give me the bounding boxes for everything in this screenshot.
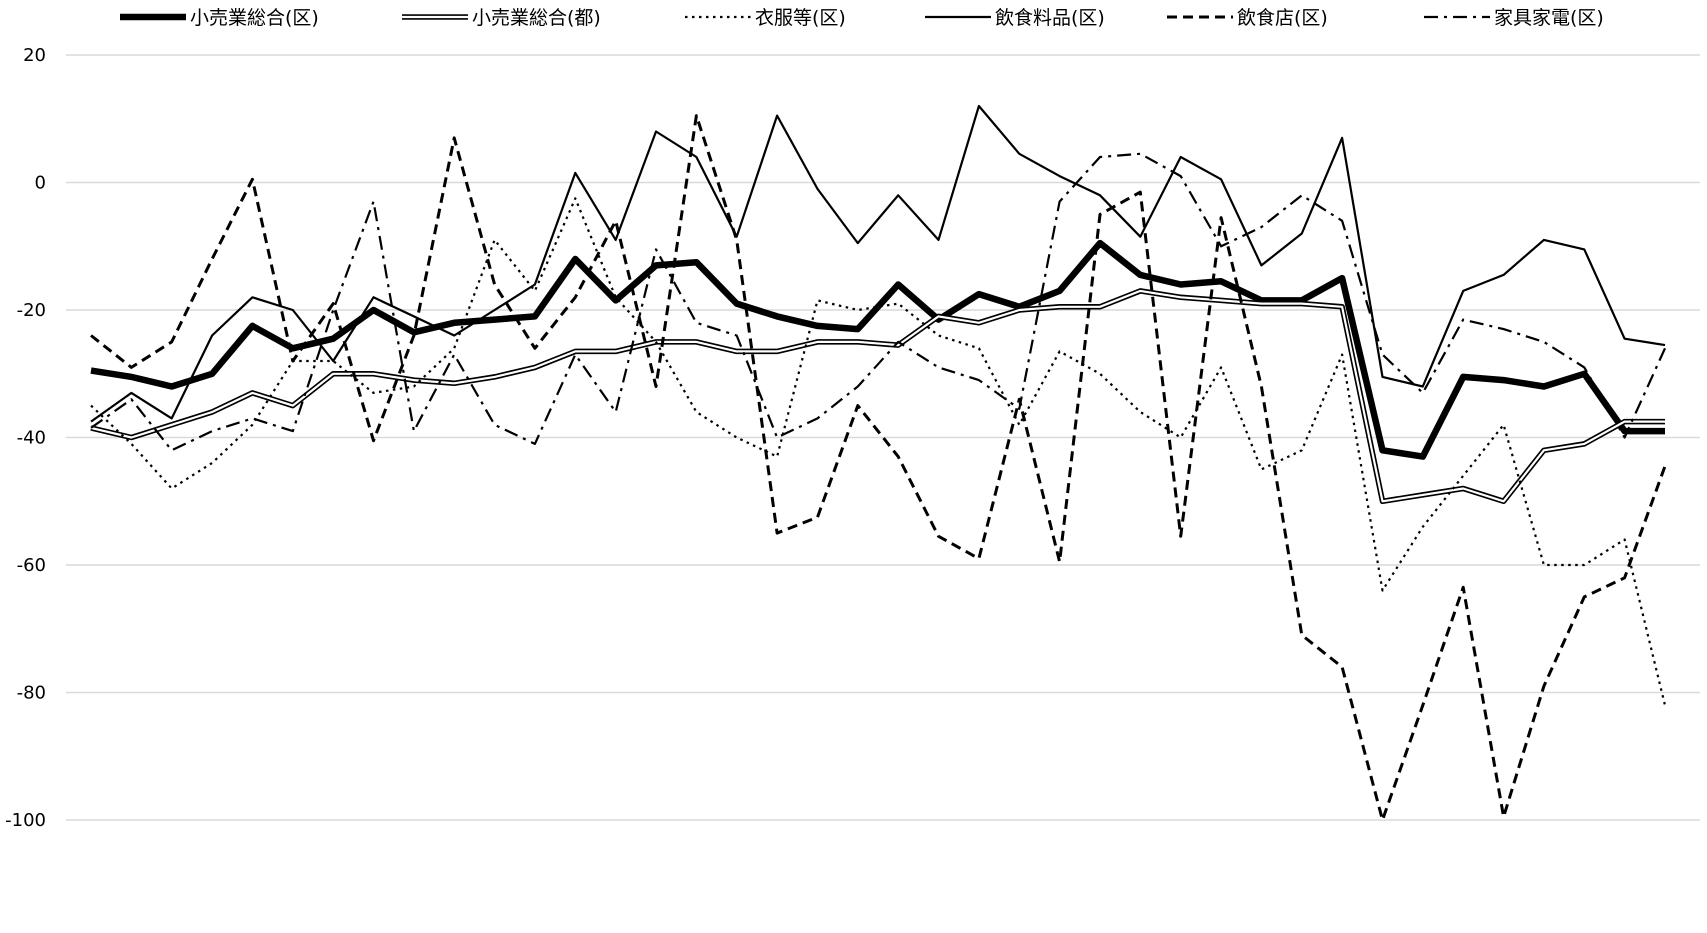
series-line-stroke bbox=[90, 104, 1666, 423]
series-lines bbox=[90, 104, 1667, 822]
series-line-1 bbox=[90, 239, 1665, 460]
legend-entry-1: 小売業総合(区) bbox=[120, 7, 319, 29]
legend-entry-4: 飲食料品(区) bbox=[925, 7, 1105, 29]
legend-label: 飲食料品(区) bbox=[995, 7, 1105, 29]
y-tick-label: 20 bbox=[23, 45, 46, 66]
legend: 小売業総合(区) 小売業総合(都) 衣服等(区) 飲食料品(区) 飲食店(区) 家具家電(… bbox=[120, 7, 1604, 29]
series-line-stroke bbox=[90, 197, 1667, 706]
y-tick-label: -100 bbox=[5, 810, 46, 831]
y-tick-label: -80 bbox=[17, 683, 46, 704]
y-tick-label: -40 bbox=[17, 428, 46, 449]
y-tick-label: -60 bbox=[17, 555, 46, 576]
legend-entry-2: 小売業総合(都) bbox=[402, 7, 601, 29]
series-line-stroke bbox=[90, 289, 1665, 503]
series-line-stroke bbox=[90, 152, 1667, 452]
legend-label: 衣服等(区) bbox=[755, 7, 846, 29]
legend-label: 小売業総合(区) bbox=[190, 7, 319, 29]
series-line-3 bbox=[90, 197, 1667, 706]
legend-entry-5: 飲食店(区) bbox=[1167, 7, 1328, 29]
series-line-5 bbox=[90, 114, 1667, 822]
y-tick-label: 0 bbox=[35, 173, 46, 194]
grid bbox=[66, 54, 1700, 821]
series-line-stroke bbox=[90, 288, 1665, 505]
legend-label: 飲食店(区) bbox=[1237, 7, 1328, 29]
legend-entry-6: 家具家電(区) bbox=[1424, 7, 1604, 29]
y-axis-tick-labels: 20 0 -20 -40 -60 -80 -100 bbox=[5, 45, 46, 831]
series-line-2 bbox=[90, 288, 1665, 505]
legend-label: 小売業総合(都) bbox=[472, 7, 601, 29]
series-line-stroke bbox=[90, 239, 1665, 460]
legend-label: 家具家電(区) bbox=[1494, 7, 1604, 29]
series-line-stroke bbox=[90, 114, 1667, 822]
series-line-6 bbox=[90, 152, 1667, 452]
series-line-4 bbox=[90, 104, 1666, 423]
legend-entry-3: 衣服等(区) bbox=[685, 7, 846, 29]
y-tick-label: -20 bbox=[17, 300, 46, 321]
